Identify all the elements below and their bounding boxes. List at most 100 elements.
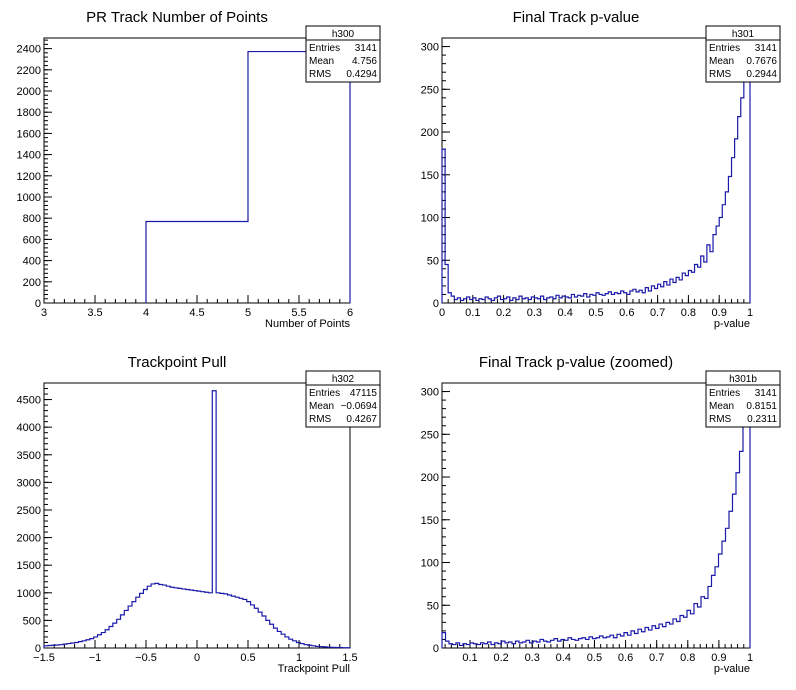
stats-label-rms: RMS <box>709 414 732 425</box>
y-tick-label: 150 <box>421 515 439 527</box>
plot-frame <box>441 382 751 649</box>
x-tick-label: 0.8 <box>681 307 696 319</box>
y-tick-label: 0 <box>35 643 41 655</box>
y-tick-label: 200 <box>421 127 439 139</box>
plot-frame <box>43 37 351 304</box>
x-tick-label: 0.6 <box>618 652 633 664</box>
x-tick-label: 0.7 <box>650 307 665 319</box>
stats-value-entries: 47115 <box>350 388 378 399</box>
stats-name: h302 <box>332 374 355 385</box>
chart-title: Trackpoint Pull <box>128 354 227 371</box>
stats-label-entries: Entries <box>309 388 340 399</box>
x-tick-label: 0.4 <box>558 307 573 319</box>
y-tick-label: 200 <box>23 277 41 289</box>
stats-label-mean: Mean <box>309 401 334 412</box>
y-tick-label: 800 <box>23 213 41 225</box>
y-tick-label: 300 <box>421 387 439 399</box>
stats-label-entries: Entries <box>309 43 340 54</box>
y-tick-label: 500 <box>23 615 41 627</box>
x-tick-label: 0.9 <box>712 307 727 319</box>
stats-label-entries: Entries <box>709 388 740 399</box>
y-tick-label: 1500 <box>17 560 41 572</box>
stats-value-mean: −0.0694 <box>341 401 378 412</box>
y-tick-label: 1200 <box>17 171 41 183</box>
histogram-series <box>145 50 351 303</box>
y-tick-label: 300 <box>421 42 439 54</box>
y-tick-label: 600 <box>23 234 41 246</box>
x-axis-label: Number of Points <box>265 318 350 330</box>
x-tick-label: 0.1 <box>462 652 477 664</box>
chart-panel-4: Final Track p-value (zoomed) 0 50 100 150 200… <box>421 354 781 675</box>
x-tick-label: 4.5 <box>189 307 204 319</box>
stats-value-entries: 3141 <box>355 43 378 54</box>
y-tick-label: 100 <box>421 558 439 570</box>
x-tick-label: 1 <box>296 652 302 664</box>
stats-label-rms: RMS <box>309 69 332 80</box>
x-tick-label: 0.7 <box>649 652 664 664</box>
x-tick-label: 0.1 <box>465 307 480 319</box>
histogram-series <box>441 390 751 648</box>
y-tick-label: 2000 <box>17 86 41 98</box>
histogram-series <box>441 41 751 303</box>
x-axis-label: p-value <box>714 318 750 330</box>
x-tick-label: 0 <box>439 307 445 319</box>
x-tick-label: 0.2 <box>493 652 508 664</box>
stats-value-entries: 3141 <box>755 43 778 54</box>
x-tick-label: 3 <box>41 307 47 319</box>
y-tick-label: 2400 <box>17 44 41 56</box>
y-tick-label: 2000 <box>17 533 41 545</box>
histogram-series <box>43 390 351 649</box>
x-tick-label: −1 <box>89 652 102 664</box>
y-tick-label: 3000 <box>17 477 41 489</box>
x-tick-label: 5 <box>245 307 251 319</box>
x-tick-label: 4 <box>143 307 149 319</box>
y-tick-label: 2500 <box>17 505 41 517</box>
x-tick-label: 5.5 <box>291 307 306 319</box>
stats-value-rms: 0.2944 <box>746 69 777 80</box>
x-tick-label: 3.5 <box>87 307 102 319</box>
x-tick-label: 0.2 <box>496 307 511 319</box>
x-tick-label: 0.5 <box>587 652 602 664</box>
x-tick-label: 1 <box>747 307 753 319</box>
y-tick-label: 1600 <box>17 128 41 140</box>
x-tick-label: 0.6 <box>619 307 634 319</box>
chart-panel-1: PR Track Number of Points 0 200 400 600 800 10… <box>17 9 381 330</box>
y-tick-label: 1400 <box>17 150 41 162</box>
stats-box-frame <box>305 370 381 428</box>
stats-value-mean: 0.8151 <box>746 401 777 412</box>
y-tick-label: 0 <box>433 298 439 310</box>
y-tick-label: 200 <box>421 472 439 484</box>
stats-box-frame <box>305 25 381 83</box>
stats-label-rms: RMS <box>309 414 332 425</box>
y-tick-label: 150 <box>421 170 439 182</box>
stats-box-frame <box>705 25 781 83</box>
y-tick-label: 4500 <box>17 395 41 407</box>
y-tick-label: 100 <box>421 213 439 225</box>
stats-value-rms: 0.4294 <box>346 69 377 80</box>
x-tick-label: −0.5 <box>135 652 157 664</box>
x-tick-label: 0.9 <box>711 652 726 664</box>
stats-label-mean: Mean <box>709 56 734 67</box>
plot-frame <box>43 382 351 649</box>
stats-box-frame <box>705 370 781 428</box>
x-tick-label: 0.8 <box>680 652 695 664</box>
stats-value-mean: 0.7676 <box>746 56 777 67</box>
stats-box: h300 Entries 3141 Mean 4.756 RMS 0.4294 <box>305 25 381 83</box>
x-tick-label: 0.4 <box>556 652 571 664</box>
y-tick-label: 250 <box>421 429 439 441</box>
y-tick-label: 250 <box>421 84 439 96</box>
stats-name: h301b <box>729 374 757 385</box>
x-tick-label: 1 <box>747 652 753 664</box>
y-tick-label: 400 <box>23 256 41 268</box>
y-tick-label: 1000 <box>17 192 41 204</box>
x-tick-label: 0.5 <box>240 652 255 664</box>
stats-label-mean: Mean <box>309 56 334 67</box>
x-tick-label: 1.5 <box>342 652 357 664</box>
chart-panel-2: Final Track p-value 0 50 100 150 200 250 300 0 0.… <box>421 9 781 330</box>
x-tick-label: 0 <box>194 652 200 664</box>
stats-label-rms: RMS <box>709 69 732 80</box>
y-tick-label: 1000 <box>17 588 41 600</box>
x-axis-label: Trackpoint Pull <box>278 663 350 675</box>
stats-value-rms: 0.4267 <box>346 414 377 425</box>
